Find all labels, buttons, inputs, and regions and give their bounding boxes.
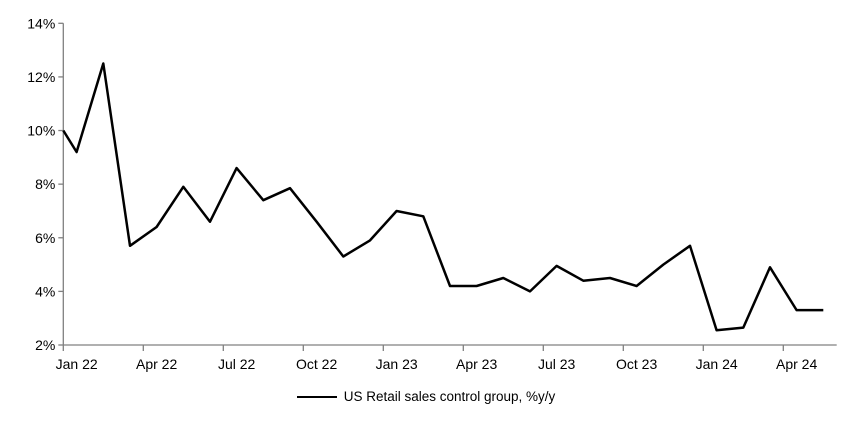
- x-tick-label: Oct 23: [616, 356, 657, 372]
- x-tick-label: Jul 23: [538, 356, 576, 372]
- series-line-retail-control-group: [62, 62, 824, 332]
- x-tick-label: Apr 23: [456, 356, 497, 372]
- y-tick-label: 2%: [35, 337, 55, 353]
- x-tick-label: Jan 24: [696, 356, 738, 372]
- legend: US Retail sales control group, %y/y: [0, 389, 852, 404]
- x-tick-label: Oct 22: [296, 356, 337, 372]
- x-tick-label: Jan 22: [56, 356, 98, 372]
- y-tick-label: 14%: [27, 15, 55, 31]
- x-tick-label: Apr 22: [136, 356, 177, 372]
- legend-line-swatch-icon: [296, 395, 337, 398]
- x-tick-label: Jan 23: [376, 356, 418, 372]
- y-tick-label: 12%: [27, 69, 55, 85]
- y-tick-label: 8%: [35, 176, 55, 192]
- y-tick-label: 6%: [35, 230, 55, 246]
- x-tick-label: Apr 24: [776, 356, 817, 372]
- x-tick-label: Jul 22: [218, 356, 256, 372]
- y-tick-label: 4%: [35, 283, 55, 299]
- legend-label: US Retail sales control group, %y/y: [343, 389, 556, 404]
- y-tick-label: 10%: [27, 123, 55, 139]
